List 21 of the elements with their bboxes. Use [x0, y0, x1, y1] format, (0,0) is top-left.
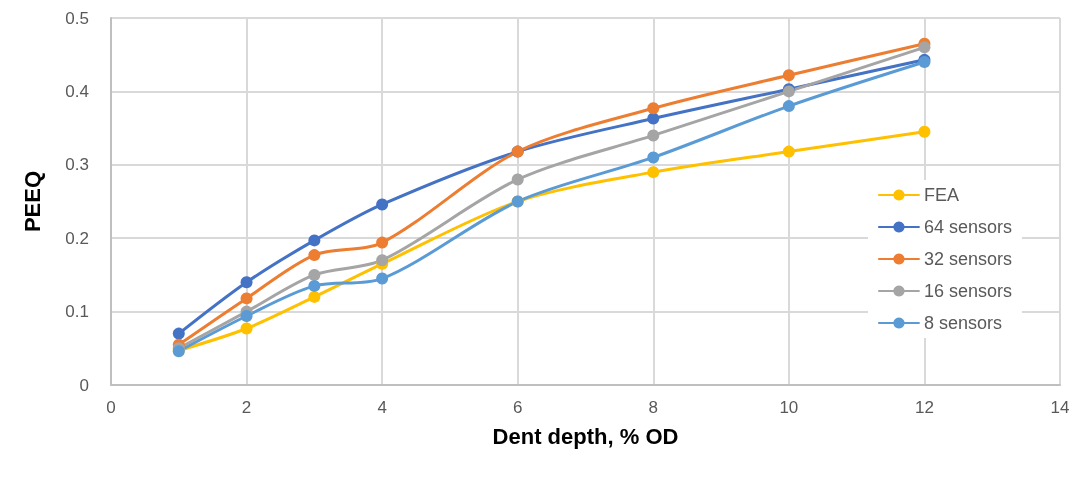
x-tick-label: 8 — [648, 398, 659, 417]
x-tick-label: 12 — [914, 398, 934, 417]
x-tick-label: 0 — [106, 398, 116, 417]
y-tick-label: 0.1 — [65, 302, 89, 322]
x-axis-title: Dent depth, % OD — [492, 423, 679, 449]
legend-label: 16 sensors — [923, 281, 1013, 301]
y-tick-label: 0.5 — [65, 8, 89, 28]
legend-label: 32 sensors — [923, 249, 1013, 269]
y-axis-title: PEEQ — [19, 170, 45, 233]
legend-label: 8 sensors — [923, 313, 1002, 333]
y-tick-label: 0.2 — [65, 228, 89, 248]
y-tick-label: 0 — [79, 375, 89, 395]
x-tick-label: 2 — [241, 398, 252, 417]
y-tick-label: 0.3 — [65, 155, 89, 175]
x-tick-label: 6 — [512, 398, 523, 417]
legend-label: FEA — [923, 185, 959, 205]
legend-label: 64 sensors — [923, 217, 1013, 237]
x-tick-label: 14 — [1050, 398, 1070, 417]
y-tick-label: 0.4 — [65, 81, 89, 101]
x-tick-label: 4 — [377, 398, 387, 417]
x-tick-label: 10 — [779, 398, 799, 417]
